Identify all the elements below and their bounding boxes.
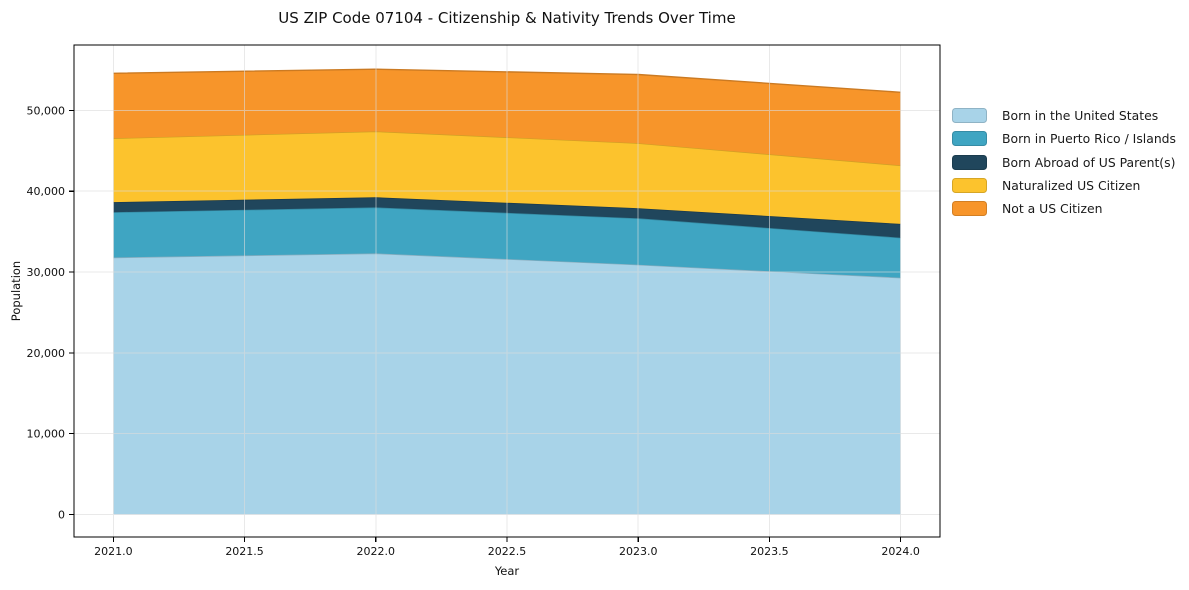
x-tick-label: 2021.0 — [94, 545, 133, 558]
legend-item-naturalized-us-citizen: Naturalized US Citizen — [952, 174, 1176, 197]
legend-swatch-not-a-us-citizen — [952, 201, 987, 217]
y-tick-label: 30,000 — [27, 266, 66, 279]
legend-item-born-in-the-united-states: Born in the United States — [952, 104, 1176, 127]
legend-label: Born in the United States — [1002, 108, 1159, 124]
legend-item-born-in-puerto-rico-islands: Born in Puerto Rico / Islands — [952, 127, 1176, 150]
legend: Born in the United States Born in Puerto … — [952, 104, 1176, 220]
legend-label: Naturalized US Citizen — [1002, 178, 1141, 194]
legend-item-not-a-us-citizen: Not a US Citizen — [952, 197, 1176, 220]
legend-swatch-born-in-puerto-rico-islands — [952, 131, 987, 147]
area-born-abroad-of-us-parent-s — [113, 197, 901, 238]
y-tick-label: 20,000 — [27, 347, 66, 360]
legend-swatch-born-in-the-united-states — [952, 108, 987, 124]
x-tick-label: 2022.5 — [488, 545, 527, 558]
legend-item-born-abroad-of-us-parent-s: Born Abroad of US Parent(s) — [952, 151, 1176, 174]
gridlines — [74, 45, 940, 537]
y-tick-label: 10,000 — [27, 428, 66, 441]
y-tick-label: 40,000 — [27, 185, 66, 198]
x-tick-label: 2022.0 — [357, 545, 396, 558]
y-tick-label: 0 — [58, 508, 65, 521]
y-axis-label: Population — [9, 260, 23, 322]
x-tick-label: 2023.0 — [619, 545, 658, 558]
legend-label: Not a US Citizen — [1002, 201, 1103, 217]
chart-title: US ZIP Code 07104 - Citizenship & Nativi… — [278, 9, 736, 27]
legend-label: Born in Puerto Rico / Islands — [1002, 131, 1177, 147]
legend-swatch-born-abroad-of-us-parent-s — [952, 154, 987, 170]
y-tick-label: 50,000 — [27, 104, 66, 117]
x-tick-label: 2021.5 — [225, 545, 264, 558]
tick-labels: 2021.0 2021.5 2022.0 2022.5 2023.0 2023.5 2024… — [27, 104, 920, 558]
x-tick-label: 2024.0 — [881, 545, 920, 558]
legend-label: Born Abroad of US Parent(s) — [1002, 154, 1176, 170]
tick-marks — [69, 109, 902, 542]
legend-swatch-naturalized-us-citizen — [952, 178, 987, 194]
x-tick-label: 2023.5 — [750, 545, 789, 558]
x-axis-label: Year — [494, 564, 520, 578]
